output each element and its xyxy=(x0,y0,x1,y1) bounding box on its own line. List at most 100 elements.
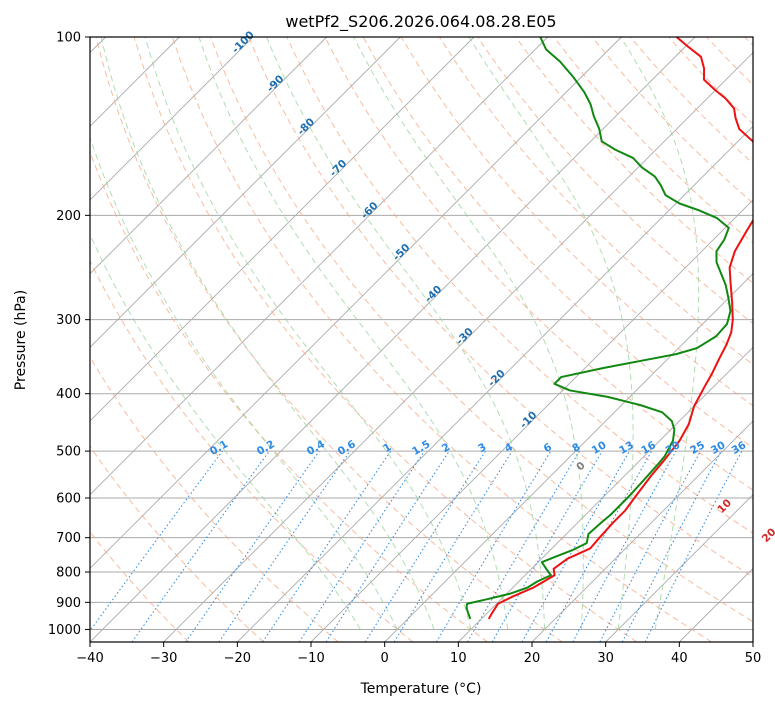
moist-adiabat xyxy=(90,135,398,630)
background-lines xyxy=(90,37,753,642)
dry-adiabat xyxy=(90,445,264,642)
dry-adiabat xyxy=(95,37,563,642)
mixing-ratio-line xyxy=(325,450,450,642)
isotherm xyxy=(237,125,753,642)
dry-adiabat xyxy=(591,37,753,204)
isotherm-label: -60 xyxy=(359,200,381,222)
isotherm xyxy=(90,37,622,569)
y-tick-label: 200 xyxy=(56,209,81,224)
mixing-ratio-line xyxy=(599,450,702,642)
dry-adiabat xyxy=(286,37,753,534)
mixing-ratio-label: 8 xyxy=(570,441,582,455)
isotherm xyxy=(90,37,327,275)
mixing-ratio-line xyxy=(185,450,320,642)
isotherm xyxy=(163,52,753,642)
isotherm-label: -100 xyxy=(230,29,257,56)
isotherm-label: -30 xyxy=(454,326,476,348)
isotherm-label: -20 xyxy=(486,367,508,389)
moist-adiabat xyxy=(353,37,584,630)
mixing-ratio-label: 16 xyxy=(639,439,658,457)
mixing-ratio-line xyxy=(218,450,351,642)
mixing-ratio-label: 25 xyxy=(688,439,707,457)
moist-adiabat xyxy=(90,233,361,630)
mixing-ratio-label: 30 xyxy=(709,439,728,457)
mixing-ratio-label: 0.4 xyxy=(305,438,327,458)
isotherm-label: -50 xyxy=(391,242,413,264)
x-axis-label: Temperature (°C) xyxy=(360,681,482,697)
mixing-ratio-label: 0.1 xyxy=(208,438,230,458)
moist-adiabat xyxy=(100,37,435,630)
mixing-ratio-label: 10 xyxy=(590,439,609,457)
isotherm xyxy=(90,37,696,642)
dry-adiabat xyxy=(744,37,753,47)
mixing-ratio-line xyxy=(393,450,513,642)
dry-adiabat xyxy=(90,356,339,642)
x-tick-label: 0 xyxy=(381,651,389,666)
x-tick-label: −20 xyxy=(224,651,251,666)
isotherm xyxy=(458,346,753,642)
mixing-ratio-line xyxy=(435,450,552,642)
moist-adiabat xyxy=(620,37,700,630)
y-tick-label: 700 xyxy=(56,531,81,546)
dry-adiabat-label: 20 xyxy=(760,526,775,545)
isotherm-label: -80 xyxy=(295,116,317,138)
mixing-ratio-label: 0.2 xyxy=(255,438,277,458)
dry-adiabat xyxy=(133,37,638,642)
x-tick-label: 30 xyxy=(597,651,614,666)
mixing-ratio-label: 6 xyxy=(542,441,554,455)
mixing-ratio-label: 0.6 xyxy=(336,438,358,458)
plot-frame xyxy=(89,36,754,643)
y-tick-label: 100 xyxy=(56,31,81,46)
x-tick-label: 50 xyxy=(745,651,762,666)
mixing-ratio-line xyxy=(298,450,425,642)
dry-adiabat xyxy=(90,150,488,642)
isotherm xyxy=(679,567,753,642)
moist-adiabat xyxy=(468,37,634,630)
y-tick-label: 800 xyxy=(56,566,81,581)
moist-adiabat xyxy=(144,37,472,630)
isotherm xyxy=(605,494,753,642)
y-axis-label: Pressure (hPa) xyxy=(13,290,29,390)
isotherm-label: -70 xyxy=(327,157,349,179)
dewpoint-line xyxy=(465,37,732,620)
dry-adiabat xyxy=(515,37,753,284)
dry-adiabat-label: 10 xyxy=(715,497,734,516)
dry-adiabat xyxy=(324,37,753,491)
mixing-ratio-line xyxy=(262,450,392,642)
isotherm-label: -40 xyxy=(423,283,445,305)
isotherm xyxy=(752,641,753,642)
moist-adiabat xyxy=(198,37,509,630)
dry-adiabat xyxy=(171,37,712,642)
mixing-ratio-line xyxy=(131,450,270,642)
dry-adiabat xyxy=(210,37,753,623)
y-tick-label: 300 xyxy=(56,313,81,328)
moist-adiabat xyxy=(266,37,546,630)
x-tick-label: 40 xyxy=(671,651,688,666)
x-tick-label: −10 xyxy=(297,651,324,666)
sounding-profiles xyxy=(465,37,753,620)
mixing-ratio-line xyxy=(90,450,223,632)
dry-adiabat xyxy=(248,37,753,578)
chart-title: wetPf2_S206.2026.064.08.28.E05 xyxy=(285,12,556,32)
x-tick-label: 20 xyxy=(524,651,541,666)
x-tick-label: −40 xyxy=(76,651,103,666)
isotherm xyxy=(310,199,753,642)
mixing-ratio-line xyxy=(572,450,677,642)
mixing-ratio-label: 1.5 xyxy=(410,438,432,458)
y-tick-label: 400 xyxy=(56,387,81,402)
mixing-ratio-line xyxy=(545,450,653,642)
mixing-ratio-line xyxy=(521,450,630,642)
isotherm xyxy=(90,37,401,348)
mixing-ratio-label: 2 xyxy=(440,441,452,455)
isotherm xyxy=(90,37,475,422)
isotherm xyxy=(531,420,753,642)
isotherm xyxy=(90,37,548,496)
isotherm xyxy=(384,273,753,642)
zero-isotherm-label: 0 xyxy=(574,460,588,474)
y-tick-label: 600 xyxy=(56,492,81,507)
y-tick-label: 1000 xyxy=(48,623,81,638)
mixing-ratio-label: 3 xyxy=(476,441,488,455)
y-tick-label: 500 xyxy=(56,445,81,460)
axes: −40 −30 −20 −10 0 10 20 30 40 5010020030040050060… xyxy=(48,31,761,667)
